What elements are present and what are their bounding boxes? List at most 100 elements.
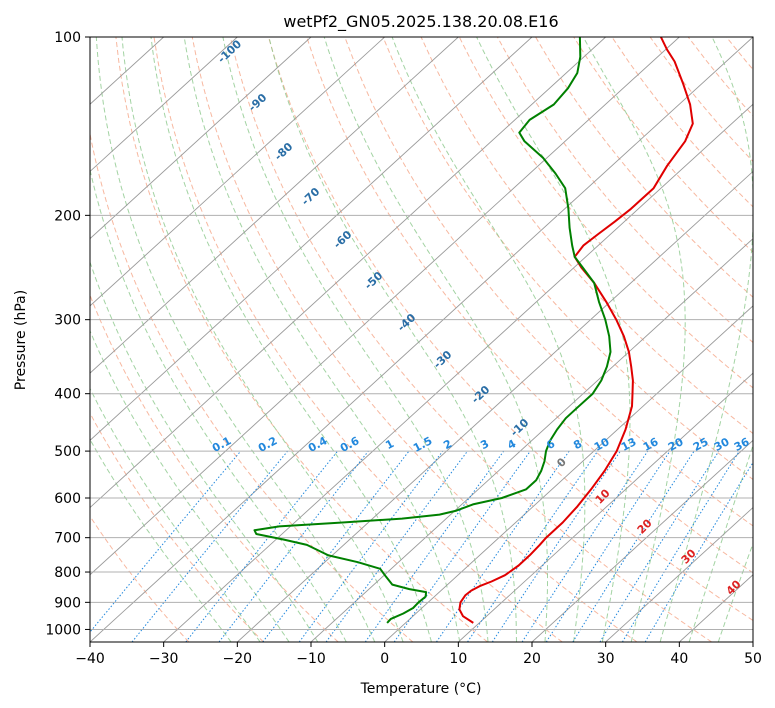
axis-ticks: −40 −30 −20 −10 0 10 20 30 40 5010020030040050060… — [45, 30, 762, 667]
dry-adiabat — [191, 37, 638, 642]
mixing-ratio-line — [325, 450, 468, 642]
mixing-ratio-line — [467, 450, 599, 642]
x-tick-label: 50 — [744, 651, 762, 667]
moist-adiabat — [222, 37, 489, 642]
moist-adiabat — [391, 37, 586, 642]
y-tick-label: 100 — [54, 30, 81, 46]
mixing-ratio-label: 0.6 — [338, 434, 362, 455]
mixing-ratio-line — [131, 450, 288, 642]
mixing-ratio-line — [435, 450, 570, 642]
x-tick-label: 20 — [523, 651, 541, 667]
plot-frame — [89, 36, 754, 643]
isotherm — [90, 37, 459, 374]
mixing-ratio-label: 1.5 — [411, 434, 434, 455]
moist-adiabat-label: 30 — [679, 546, 699, 566]
x-tick-label: −40 — [75, 651, 105, 667]
isotherm — [531, 439, 753, 642]
mixing-ratio-label: 16 — [641, 435, 661, 454]
mixing-ratio-label: 0.2 — [256, 434, 279, 455]
isotherm — [90, 37, 680, 576]
mixing-ratio-line — [521, 450, 649, 642]
x-tick-label: −20 — [223, 651, 253, 667]
mixing-ratio-line — [364, 450, 505, 642]
mixing-ratio-label: 25 — [691, 435, 711, 454]
y-tick-label: 400 — [54, 387, 81, 403]
dewpoint-line — [253, 37, 612, 624]
y-axis-label: Pressure (hPa) — [13, 290, 29, 390]
mixing-ratio-line — [90, 450, 242, 633]
moist-adiabat — [150, 37, 432, 642]
isotherm — [90, 37, 238, 173]
mixing-ratio-label: 0.4 — [306, 434, 330, 455]
y-tick-label: 800 — [54, 565, 81, 581]
mixing-ratio-line — [545, 450, 671, 642]
isotherm — [90, 37, 533, 441]
profile-series — [253, 37, 694, 624]
isotherm-label: -20 — [469, 383, 493, 406]
moist-adiabat-label: 20 — [635, 516, 655, 536]
mixing-ratio-label: 2 — [441, 437, 454, 452]
mixing-ratio-line — [491, 450, 621, 642]
mixing-ratio-label: 36 — [732, 435, 752, 454]
y-tick-label: 300 — [54, 313, 81, 329]
isotherm — [237, 170, 753, 642]
x-tick-label: −30 — [149, 651, 179, 667]
moist-adiabat — [659, 37, 753, 642]
isotherm — [605, 506, 753, 642]
y-tick-label: 1000 — [45, 622, 81, 638]
mixing-ratio-line — [218, 450, 369, 642]
temperature-line — [458, 37, 694, 624]
isotherm-label: -30 — [431, 348, 455, 371]
dry-adiabat — [765, 37, 775, 642]
mixing-ratio-line — [644, 461, 753, 642]
moist-adiabat — [582, 37, 686, 642]
x-tick-label: 0 — [380, 651, 389, 667]
moist-adiabat — [90, 167, 347, 642]
moist-adiabat — [688, 443, 753, 642]
dry-adiabat — [382, 37, 753, 481]
moist-adiabat — [476, 37, 631, 642]
y-tick-label: 500 — [54, 444, 81, 460]
dry-adiabat — [268, 37, 753, 622]
moist-adiabat — [323, 37, 548, 642]
isotherm — [90, 37, 753, 642]
isotherm — [90, 37, 312, 240]
x-tick-label: 10 — [449, 651, 467, 667]
moist-adiabat — [717, 542, 753, 642]
dry-adiabat — [496, 37, 753, 344]
y-tick-label: 900 — [54, 595, 81, 611]
dry-adiabat — [90, 131, 414, 642]
isoline-labels: -100-90-80-70-60-50-40-30-20-100.1 0.2 0.4… — [210, 37, 752, 597]
dry-adiabat — [687, 37, 753, 117]
mixing-ratio-label: 30 — [712, 435, 732, 454]
moist-adiabat — [90, 438, 232, 642]
isotherm-label: -60 — [331, 228, 355, 251]
isotherm — [310, 238, 753, 642]
mixing-ratio-line — [185, 450, 338, 642]
mixing-ratio-line — [621, 450, 740, 642]
moist-adiabat — [90, 387, 261, 642]
moist-adiabat — [90, 329, 290, 642]
dry-adiabat — [90, 412, 264, 642]
x-tick-label: −10 — [296, 651, 326, 667]
mixing-ratio-label: 10 — [592, 435, 612, 454]
dry-adiabat — [420, 37, 753, 435]
moist-adiabat — [121, 37, 404, 642]
isotherm-label: -90 — [246, 91, 270, 114]
dry-adiabat — [153, 37, 563, 642]
mixing-ratio-label: 13 — [619, 435, 639, 454]
moist-adiabat-label: 40 — [724, 577, 744, 597]
mixing-ratio-line — [393, 450, 531, 642]
isotherm — [384, 305, 753, 642]
isotherm-label: -40 — [395, 311, 419, 334]
y-tick-label: 200 — [54, 208, 81, 224]
dry-adiabat — [573, 37, 753, 253]
isotherm-label: -100 — [215, 37, 244, 66]
pressure-gridlines — [90, 37, 753, 630]
dry-adiabat — [229, 37, 712, 642]
x-axis-label: Temperature (°C) — [360, 681, 482, 697]
isotherm — [90, 37, 606, 509]
dry-adiabat — [535, 37, 753, 298]
isotherm — [90, 37, 385, 307]
